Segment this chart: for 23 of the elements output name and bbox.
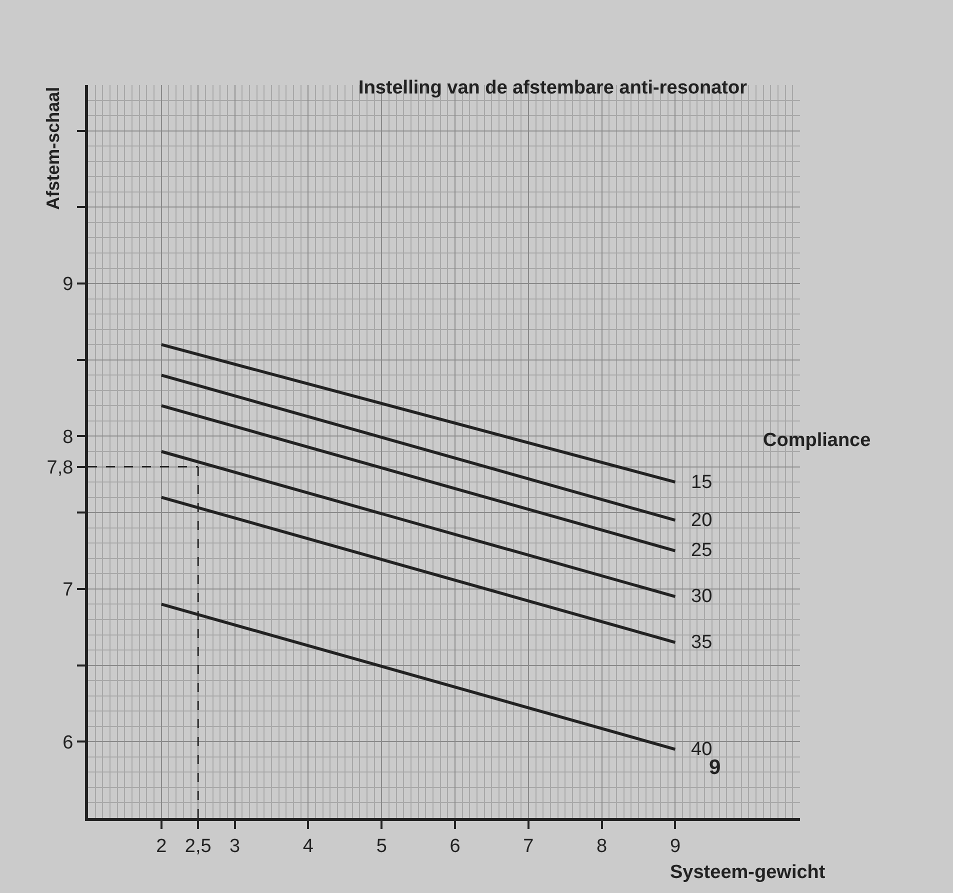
x-tick-label: 4 xyxy=(302,836,314,857)
y-axis-title: Afstem-schaal xyxy=(42,86,63,210)
series-label: 35 xyxy=(691,632,712,653)
x-tick-label: 2,5 xyxy=(184,836,212,857)
y-tick-label: 7 xyxy=(62,580,74,601)
series-label: 20 xyxy=(691,510,712,531)
series-label: 30 xyxy=(691,586,712,607)
y-tick-label: 8 xyxy=(62,426,74,448)
y-tick-label: 6 xyxy=(62,732,74,754)
series-label: 25 xyxy=(691,540,712,561)
annotation: Compliance xyxy=(763,430,871,451)
x-tick-label: 2 xyxy=(156,836,167,857)
y-tick-label: 9 xyxy=(62,274,74,296)
x-axis-title: Systeem-gewicht xyxy=(670,862,826,883)
x-tick-label: 3 xyxy=(230,836,240,857)
series-label: 15 xyxy=(691,472,712,493)
y-tick-label: 7,8 xyxy=(46,457,74,478)
x-tick-label: 7 xyxy=(523,836,534,857)
chart-title: Instelling van de afstembare anti-resonator xyxy=(358,78,748,99)
x-tick-label: 5 xyxy=(376,836,387,857)
x-tick-label: 9 xyxy=(670,836,681,857)
x-tick-label: 8 xyxy=(596,836,608,857)
x-tick-label: 6 xyxy=(450,836,460,857)
